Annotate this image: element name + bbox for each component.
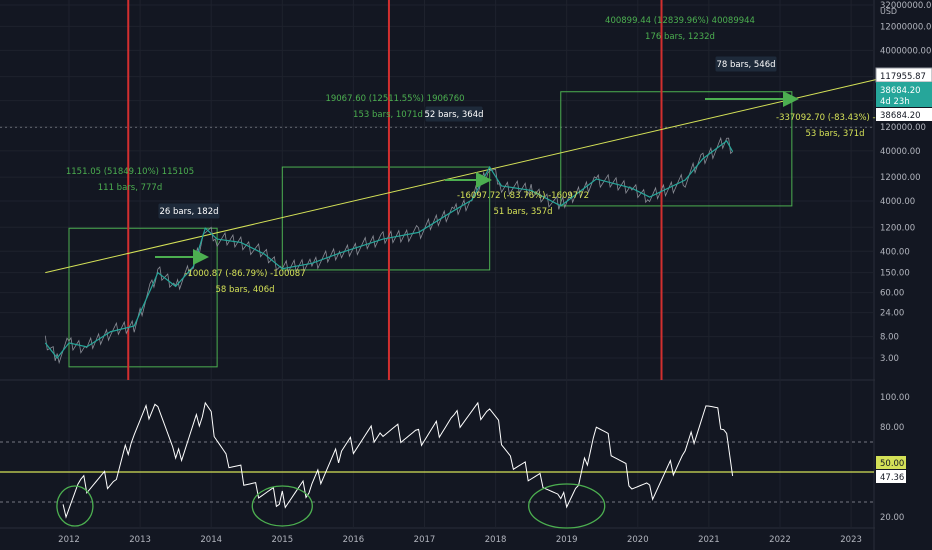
bottom-ellipse [251,485,313,527]
price-tick-label: 24.00 [880,309,904,319]
annotation-drop-bars-3: 53 bars, 371d [805,129,864,139]
annotation-bars-3: 176 bars, 1232d [645,32,715,42]
annotations: 1151.05 (51849.10%) 115105 111 bars, 777… [66,16,897,295]
price-line [44,136,734,365]
price-tick-label: 12000.00 [880,173,921,183]
currency-label: USD [880,7,897,16]
annotation-drop-2: -16097.72 (-83.76%) -1609772 [457,191,589,201]
osc-tick-label: 80.00 [880,423,904,433]
osc-current-text: 47.36 [880,473,904,483]
time-tick-label: 2020 [627,535,649,545]
annotation-drop-3: -337092.70 (-83.43%) -3370 [776,113,897,123]
osc-line [62,401,734,519]
time-axis: 2012 2013 2014 2015 2016 2017 2018 2019 2020 2021… [58,535,862,545]
current-price-tag [876,82,932,107]
price-labels: 117955.87 38684.20 4d 23h 38684.20 50.00… [875,67,932,483]
time-tick-label: 2014 [200,535,222,545]
current-price-text: 38684.20 [880,86,921,96]
tag-box-2 [424,105,484,123]
osc-level-text: 50.00 [880,459,904,469]
price-tick-label: 1200.00 [880,223,915,233]
level-price-text: 117955.87 [880,72,926,82]
trendline-segment [45,78,881,274]
cycle-boxes [68,91,793,368]
oscillator-axis: 100.00 80.00 20.00 [880,393,910,523]
annotation-bars-2: 153 bars, 1071d [353,110,423,120]
annotation-drop-bars-2: 51 bars, 357d [493,207,552,217]
trendline [45,78,881,274]
tag-box-3 [714,55,778,73]
annotation-gain-1: 1151.05 (51849.10%) 115105 [66,167,194,177]
price-axis: 32000000.0012000000.004000000.001200000.… [880,1,932,364]
oscillator-panel [0,401,874,529]
bottom-ellipse [528,483,606,529]
last-price-text: 38684.20 [880,111,921,121]
time-tick-label: 2013 [129,535,151,545]
annotation-drop-1: -1000.87 (-86.79%) -100087 [184,269,305,279]
time-tick-label: 2022 [769,535,791,545]
price-tick-label: 8.00 [880,333,899,343]
time-tick-label: 2015 [271,535,293,545]
cycle-box [281,166,491,271]
bottom-ellipse [56,485,94,527]
price-tick-label: 4000000.00 [880,46,931,56]
time-tick-label: 2016 [343,535,365,545]
cycle-box [560,91,793,207]
price-tick-label: 60.00 [880,289,904,299]
osc-tick-label: 20.00 [880,513,904,523]
projection-arrows [155,91,799,265]
annotation-bars-1: 111 bars, 777d [98,183,162,193]
price-wick-line [44,136,733,365]
tag-bars-2: 52 bars, 364d [424,110,483,120]
osc-level-tag [876,456,906,469]
time-tick-label: 2018 [485,535,507,545]
price-tick-label: 40000.00 [880,147,921,157]
time-tick-label: 2017 [414,535,436,545]
price-tick-label: 120000.00 [880,123,926,133]
time-tick-label: 2019 [556,535,578,545]
annotation-drop-bars-1: 58 bars, 406d [215,285,274,295]
countdown-text: 4d 23h [880,97,910,107]
osc-tick-label: 100.00 [880,393,910,403]
cycle-box [68,227,218,368]
annotation-gain-3: 400899.44 (12839.96%) 40089944 [605,16,755,26]
time-tick-label: 2012 [58,535,80,545]
price-tick-label: 400.00 [880,247,910,257]
osc-current-tag [876,470,906,483]
time-tick-label: 2021 [698,535,720,545]
tag-bars-1: 26 bars, 182d [159,207,218,217]
price-trend-line [44,140,734,359]
time-tick-label: 2023 [840,535,862,545]
annotation-gain-2: 19067.60 (12511.55%) 1906760 [325,94,464,104]
price-tick-label: 3.00 [880,354,899,364]
tag-box-1 [157,202,221,220]
tag-bars-3: 78 bars, 546d [716,60,775,70]
price-tick-label: 12000000.00 [880,22,932,32]
price-tick-label: 150.00 [880,269,910,279]
price-tick-label: 4000.00 [880,197,915,207]
last-price-tag [876,108,932,121]
price-tick-label: 32000000.00 [880,1,932,11]
grid [0,0,874,528]
